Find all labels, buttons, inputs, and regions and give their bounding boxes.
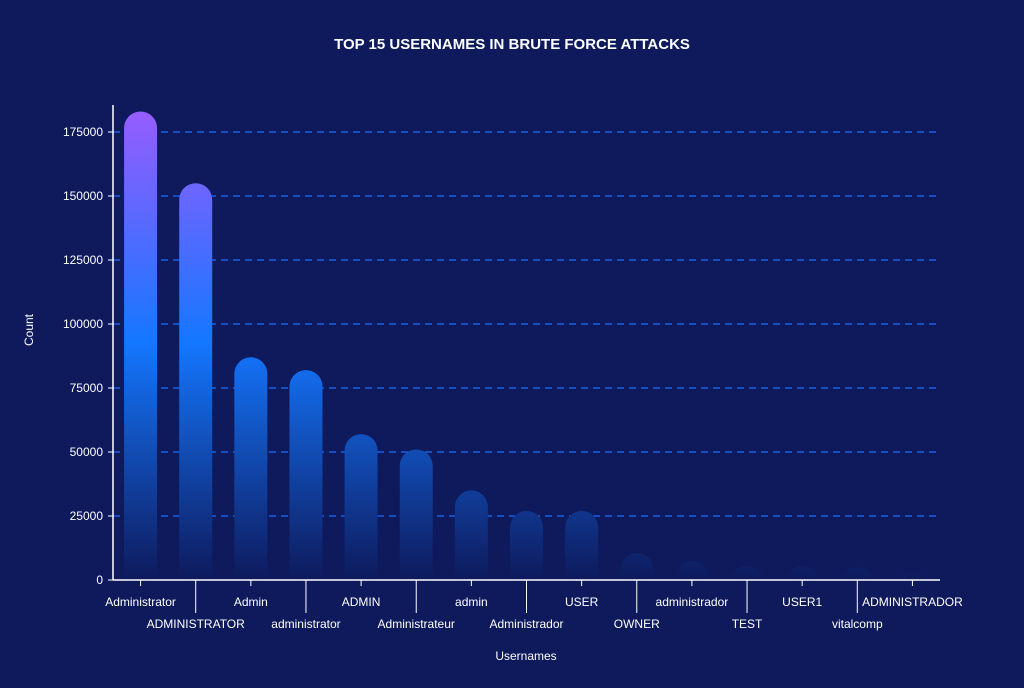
y-axis-label: Count [22,313,36,346]
y-tick-label: 150000 [63,189,103,203]
bar [840,567,874,580]
y-tick-label: 175000 [63,125,103,139]
chart-title: TOP 15 USERNAMES IN BRUTE FORCE ATTACKS [334,36,690,53]
x-tick-label: ADMINISTRADOR [862,595,963,609]
bar [454,490,488,580]
bar [289,370,323,580]
bar [675,560,709,580]
x-tick-label: ADMINISTRATOR [147,617,246,631]
x-tick-label: TEST [732,617,763,631]
y-tick-label: 0 [96,573,103,587]
bar [730,565,764,580]
bar [179,183,213,580]
y-tick-label: 100000 [63,317,103,331]
y-tick-label: 50000 [70,445,104,459]
y-tick-label: 75000 [70,381,104,395]
x-tick-label: Administrator [105,595,176,609]
x-tick-label: Admin [234,595,268,609]
bar [234,357,268,580]
axes: 0 25000 50000 75000 100000 125000 150000 175000… [63,105,963,631]
bars [124,111,929,580]
x-tick-label: administrator [271,617,340,631]
bar [399,449,433,580]
x-tick-label: admin [455,595,488,609]
x-tick-label: administrador [656,595,729,609]
x-tick-label: Administrateur [378,617,455,631]
bar [620,553,654,580]
x-tick-label: OWNER [614,617,660,631]
bar [344,434,378,580]
y-tick-label: 125000 [63,253,103,267]
x-tick-label: ADMIN [342,595,381,609]
x-tick-label: USER [565,595,599,609]
bar [510,510,543,580]
x-tick-label: USER1 [782,595,822,609]
x-axis-label: Usernames [495,649,556,663]
bar [565,510,599,580]
x-tick-label: vitalcomp [832,617,883,631]
bar [785,565,819,580]
y-tick-label: 25000 [70,509,104,523]
x-tick-label: Administrador [489,617,563,631]
bar [124,111,158,580]
bar [895,572,929,580]
